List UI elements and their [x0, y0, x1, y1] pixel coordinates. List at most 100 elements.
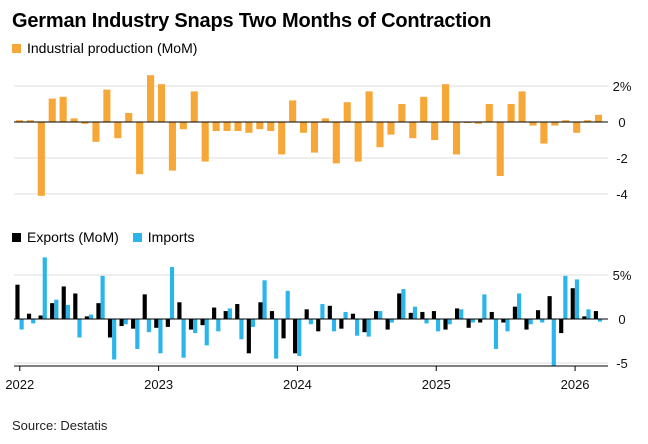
production-bar [190, 91, 198, 122]
x-axis-year-label: 2025 [422, 377, 451, 392]
production-bar [81, 122, 89, 124]
imports-bar [31, 319, 36, 324]
production-bar [354, 122, 362, 162]
legend-item-exports: Exports (MoM) [12, 229, 119, 245]
production-bar [398, 104, 406, 122]
exports-bar [281, 319, 286, 339]
production-bar [343, 102, 351, 122]
imports-bar [597, 319, 603, 322]
exports-bar [258, 302, 263, 319]
imports-bar [331, 319, 337, 332]
production-bar [26, 120, 34, 122]
imports-bar [436, 319, 441, 332]
production-bar [157, 84, 166, 122]
production-ytick-label: -2 [616, 151, 628, 166]
production-bar [212, 122, 220, 131]
imports-bar [262, 280, 267, 319]
production-bar [223, 122, 231, 131]
production-bar [201, 122, 209, 162]
x-axis-year-label: 2024 [283, 377, 312, 392]
imports-bar [181, 319, 186, 358]
exports-bar [188, 319, 194, 330]
exports-bar [84, 316, 89, 319]
imports-bar [146, 319, 151, 333]
production-bar [310, 122, 319, 153]
exports-bar [408, 312, 413, 319]
production-bar [529, 122, 537, 126]
exports-bar [385, 319, 390, 330]
imports-bar [586, 309, 591, 319]
legend-label-imports: Imports [147, 229, 195, 245]
trade-ytick-label: -5 [616, 356, 628, 371]
exports-bar [420, 311, 425, 319]
imports-bar [401, 289, 406, 319]
production-bar [92, 122, 100, 142]
imports-bar [551, 319, 556, 366]
legend-label-production: Industrial production (MoM) [27, 40, 198, 56]
exports-bar [362, 319, 367, 333]
legend-item-production: Industrial production (MoM) [12, 40, 197, 56]
trade-ytick-label: 0 [618, 312, 625, 327]
imports-bar [250, 319, 256, 327]
production-bar [299, 122, 308, 133]
trade-legend: Exports (MoM) Imports [12, 229, 208, 245]
production-bar [114, 122, 122, 139]
exports-bar [535, 310, 541, 319]
imports-bar [19, 319, 24, 330]
production-bar [442, 84, 450, 122]
imports-bar [308, 319, 313, 325]
production-bar [507, 104, 515, 122]
production-bar [562, 120, 570, 122]
exports-bar [235, 304, 240, 319]
imports-bar [274, 319, 279, 359]
imports-bar [88, 314, 94, 319]
imports-bar [297, 319, 302, 356]
exports-bar [593, 311, 598, 319]
chart-title: German Industry Snaps Two Months of Cont… [12, 10, 492, 32]
production-bar [365, 91, 373, 122]
imports-bar [65, 304, 70, 319]
exports-bar [38, 315, 43, 319]
exports-bar [212, 307, 217, 319]
production-bar [289, 100, 297, 122]
exports-bar [107, 319, 113, 338]
exports-bar [269, 311, 275, 319]
production-bar [332, 122, 340, 164]
production-bar [103, 89, 111, 122]
exports-bar [200, 319, 205, 326]
exports-bar [489, 311, 494, 319]
imports-bar [123, 319, 128, 325]
exports-bar [96, 303, 101, 319]
imports-bar [366, 319, 371, 337]
production-bar [267, 122, 275, 131]
production-bar [387, 122, 395, 135]
imports-bar [378, 311, 383, 319]
imports-bar [528, 319, 533, 325]
production-bar [48, 98, 56, 122]
production-bar [37, 122, 45, 196]
exports-bar [512, 306, 518, 319]
production-legend: Industrial production (MoM) [12, 40, 211, 56]
exports-bar [142, 294, 147, 319]
exports-bar [293, 319, 298, 354]
production-bar [136, 122, 144, 175]
imports-bar [320, 304, 325, 319]
exports-bar [26, 313, 32, 319]
imports-bar [574, 279, 580, 319]
imports-bar [355, 319, 360, 336]
exports-bar [304, 309, 309, 319]
exports-bar [547, 296, 552, 319]
production-bar [573, 122, 581, 133]
production-bar [245, 122, 253, 133]
imports-bar [459, 309, 464, 319]
source-note: Source: Destatis [12, 418, 108, 433]
imports-bar [343, 311, 348, 319]
exports-bar [131, 319, 136, 329]
production-bar [70, 118, 78, 122]
imports-bar [216, 319, 221, 332]
production-ytick-label: 0 [618, 115, 625, 130]
exports-bar [223, 311, 228, 319]
exports-bar [15, 284, 20, 319]
production-bar [584, 120, 592, 122]
